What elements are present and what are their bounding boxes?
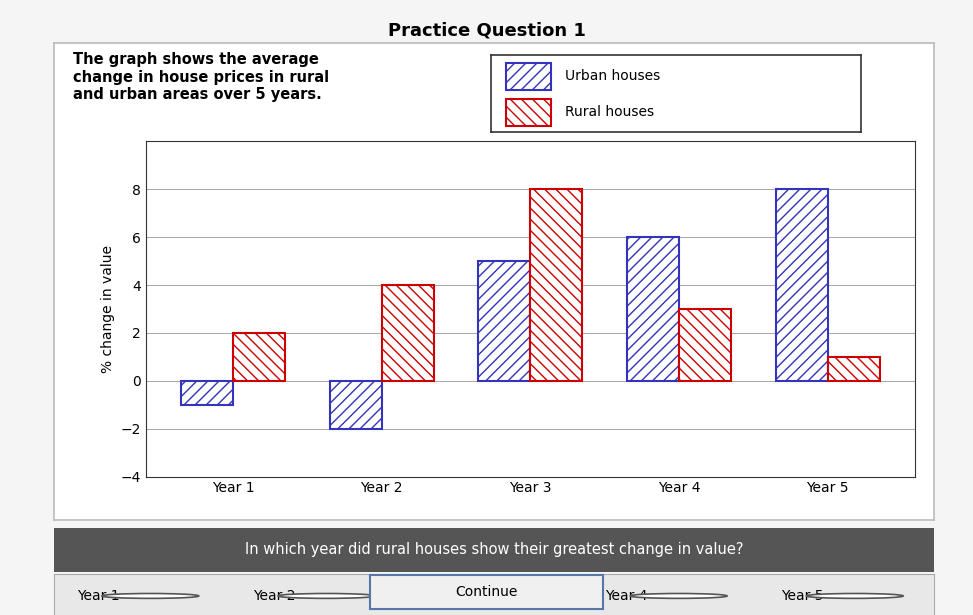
Bar <box>479 261 530 381</box>
Text: Year 2: Year 2 <box>253 589 296 603</box>
Circle shape <box>631 593 727 598</box>
Text: Year 4: Year 4 <box>605 589 648 603</box>
Bar <box>775 189 828 381</box>
Circle shape <box>278 593 375 598</box>
Bar <box>506 99 551 126</box>
Text: Urban houses: Urban houses <box>565 69 661 83</box>
Bar <box>679 309 731 381</box>
Bar <box>828 357 880 381</box>
Text: The graph shows the average
change in house prices in rural
and urban areas over: The graph shows the average change in ho… <box>73 52 329 102</box>
Bar <box>381 285 434 381</box>
Text: Practice Question 1: Practice Question 1 <box>387 22 586 39</box>
Circle shape <box>807 593 903 598</box>
Circle shape <box>102 593 198 598</box>
Text: Rural houses: Rural houses <box>565 105 655 119</box>
Circle shape <box>454 593 551 598</box>
Bar <box>181 381 233 405</box>
Bar <box>530 189 582 381</box>
Text: Year 1: Year 1 <box>77 589 120 603</box>
Y-axis label: % change in value: % change in value <box>101 245 115 373</box>
Text: Year 3: Year 3 <box>429 589 472 603</box>
Text: Continue: Continue <box>455 585 518 599</box>
Text: Year 5: Year 5 <box>781 589 824 603</box>
Bar <box>627 237 679 381</box>
Text: In which year did rural houses show their greatest change in value?: In which year did rural houses show thei… <box>244 542 743 557</box>
Bar <box>330 381 381 429</box>
Bar <box>233 333 285 381</box>
Bar <box>506 63 551 90</box>
